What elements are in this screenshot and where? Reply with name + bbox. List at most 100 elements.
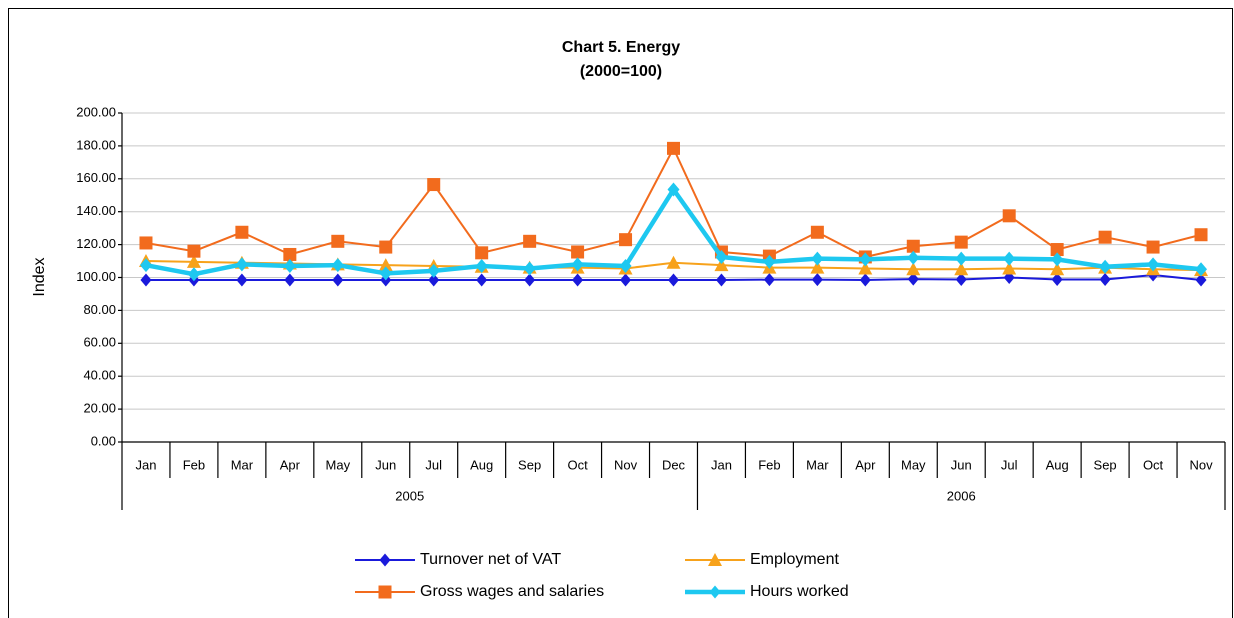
x-tick-label: May [901,457,926,472]
x-tick-label: Nov [1189,457,1213,472]
y-axis-label: Index [31,257,48,296]
point [619,233,633,247]
point [859,252,872,267]
x-tick-label: Mar [806,457,829,472]
point [1051,252,1064,267]
x-tick-label: Jan [711,457,732,472]
point [906,262,921,276]
point [954,235,968,249]
point [715,273,727,287]
x-tick-label: Jan [135,457,156,472]
y-tick-label: 160.00 [76,170,116,185]
x-tick-label: Dec [662,457,686,472]
point [284,273,296,287]
legend-label: Employment [750,551,839,568]
point [1050,243,1064,257]
chart-border [8,8,1233,618]
legend-marker [708,553,722,566]
x-tick-label: Feb [758,457,780,472]
point [714,258,729,272]
point [187,267,200,282]
point [667,182,680,197]
group-label: 2005 [395,488,424,503]
point [475,258,488,273]
point [955,272,967,286]
point [858,261,873,275]
chart-subtitle: (2000=100) [580,63,662,80]
point [475,246,489,260]
point [1195,273,1207,287]
point [810,260,825,274]
point [572,273,584,287]
point [955,251,968,266]
x-tick-label: Aug [470,457,493,472]
legend-label: Gross wages and salaries [420,583,604,600]
point [235,225,249,239]
point [666,255,681,269]
x-tick-label: Oct [1143,457,1164,472]
y-tick-label: 80.00 [83,302,116,317]
point [1194,228,1208,242]
point [954,262,969,276]
y-tick-label: 60.00 [83,335,116,350]
series-line [145,146,1202,258]
point [523,234,537,248]
point [907,250,920,265]
x-tick-label: May [326,457,351,472]
point [283,258,296,273]
x-tick-label: Apr [855,457,876,472]
point [523,261,536,276]
y-tick-label: 200.00 [76,104,116,119]
legend-marker [378,585,392,599]
point [476,273,488,287]
y-tick-label: 120.00 [76,236,116,251]
point [810,225,824,239]
point [1051,272,1063,286]
point [715,249,728,264]
x-tick-label: Sep [1094,457,1117,472]
point [1099,272,1111,286]
x-tick-label: Nov [614,457,638,472]
point [140,273,152,287]
x-tick-label: Oct [567,457,588,472]
y-tick-label: 100.00 [76,269,116,284]
x-tick-label: Jul [425,457,442,472]
x-tick-label: Aug [1046,457,1069,472]
point [1002,261,1017,275]
legend-label: Hours worked [750,583,849,600]
point [571,257,584,272]
point [1002,209,1016,223]
point [331,234,345,248]
point [1146,240,1160,254]
point [859,273,871,287]
point [571,245,585,259]
y-tick-label: 40.00 [83,368,116,383]
x-tick-label: Mar [231,457,254,472]
point [187,244,201,258]
y-tick-label: 0.00 [91,433,116,448]
x-tick-label: Apr [280,457,301,472]
x-tick-label: Feb [183,457,205,472]
chart-title: Chart 5. Energy [562,39,680,56]
point [907,272,919,286]
point [427,178,441,192]
point [1099,259,1112,274]
point [763,273,775,287]
legend-marker [709,585,721,599]
point [1050,262,1065,276]
point [235,257,248,272]
point [428,273,440,287]
point [524,273,536,287]
point [331,258,344,273]
point [1195,262,1208,277]
point [427,263,440,278]
point [236,273,248,287]
legend-marker [379,553,391,567]
point [667,141,680,155]
point [378,258,393,272]
point [811,251,824,266]
point [139,258,152,273]
point [283,247,297,261]
point [379,240,393,254]
